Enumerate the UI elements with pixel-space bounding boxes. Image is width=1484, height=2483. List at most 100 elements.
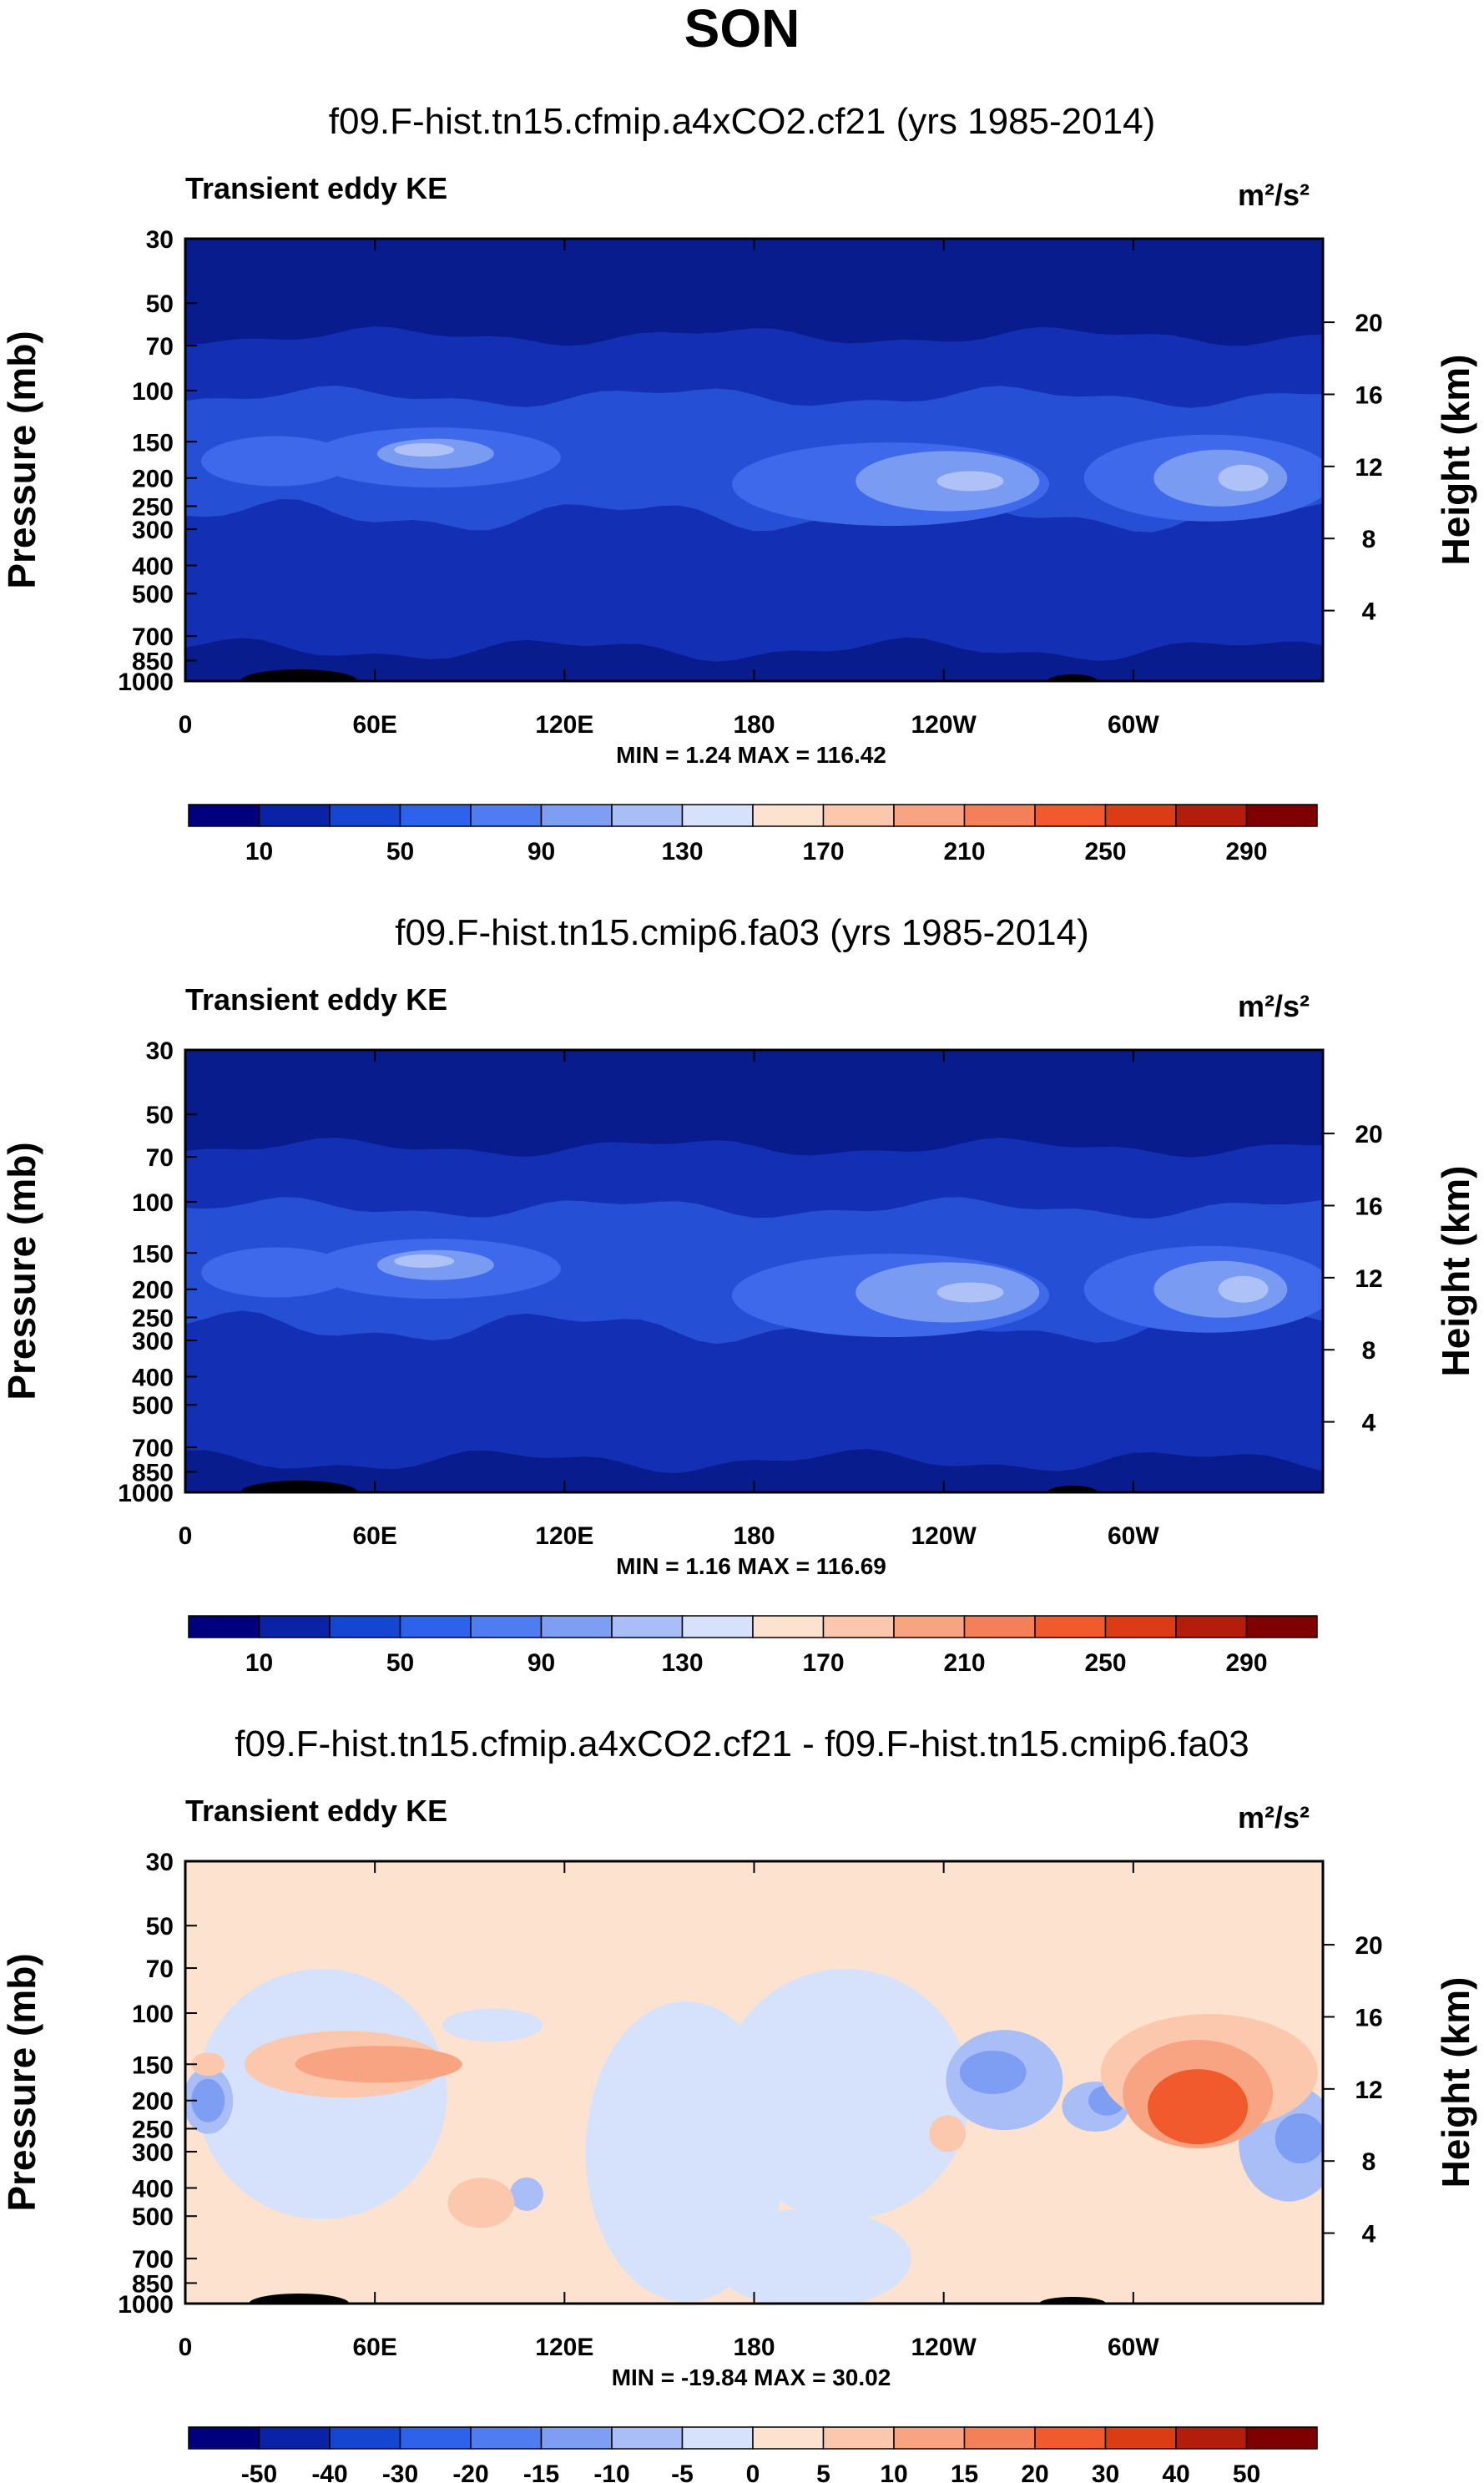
y-tick-label: 850	[132, 648, 174, 675]
y2-tick-label: 16	[1355, 1193, 1382, 1220]
x-tick-label: 0	[179, 1522, 193, 1550]
colorbar-swatch	[893, 2426, 966, 2450]
chart-panel-1: f09.F-hist.tn15.cfmip.a4xCO2.cf21 (yrs 1…	[0, 101, 1477, 866]
colorbar-swatch	[1175, 1615, 1248, 1638]
y-tick-label: 70	[146, 333, 174, 361]
colorbar-label: 130	[661, 1649, 703, 1677]
chart-title: f09.F-hist.tn15.cfmip.a4xCO2.cf21 - f09.…	[235, 1723, 1249, 1764]
colorbar-swatch	[540, 2426, 613, 2450]
y2-tick-label: 4	[1362, 1410, 1376, 1437]
y-tick-label: 200	[132, 2088, 174, 2116]
y-tick-label: 50	[146, 1102, 174, 1129]
colorbar-swatch	[963, 2426, 1036, 2450]
y2-axis-label: Height (km)	[1434, 355, 1477, 566]
colorbar-label: 290	[1225, 1649, 1267, 1677]
x-tick-label: 120W	[911, 2334, 977, 2361]
y-tick-label: 150	[132, 1240, 174, 1268]
y-tick-label: 400	[132, 2176, 174, 2203]
x-tick-label: 60W	[1108, 1522, 1159, 1550]
y-tick-label: 200	[132, 466, 174, 493]
chart-title: f09.F-hist.tn15.cfmip.a4xCO2.cf21 (yrs 1…	[329, 101, 1155, 142]
contour-band	[185, 1310, 1323, 1492]
min-max-stats: MIN = 1.24 MAX = 116.42	[616, 742, 886, 768]
colorbar-swatch	[611, 804, 684, 827]
colorbar-label: 250	[1084, 1649, 1126, 1677]
colorbar-swatch	[188, 2426, 260, 2450]
chart-panel-3: f09.F-hist.tn15.cfmip.a4xCO2.cf21 - f09.…	[0, 1723, 1477, 2483]
colorbar-swatch	[1034, 1615, 1107, 1638]
y-tick-label: 300	[132, 1328, 174, 1355]
y-tick-label: 100	[132, 1189, 174, 1217]
y-tick-label: 850	[132, 2270, 174, 2298]
jet-core	[201, 1247, 352, 1298]
colorbar-label: 10	[245, 1649, 273, 1677]
y2-tick-label: 4	[1362, 598, 1376, 626]
x-tick-label: 60E	[352, 1522, 396, 1550]
colorbar-label: -5	[671, 2460, 694, 2483]
colorbar-swatch	[1104, 804, 1177, 827]
colorbar-swatch	[822, 1615, 895, 1638]
colorbar-swatch	[963, 1615, 1036, 1638]
x-tick-label: 120E	[535, 1522, 593, 1550]
min-max-stats: MIN = -19.84 MAX = 30.02	[612, 2364, 891, 2390]
anomaly-region	[447, 2178, 515, 2228]
y2-tick-label: 8	[1362, 2148, 1376, 2176]
contour-field	[185, 1861, 1323, 2304]
y-tick-label: 700	[132, 623, 174, 651]
anomaly-region	[442, 2008, 543, 2042]
units-label: m²/s²	[1238, 178, 1310, 212]
y2-tick-label: 12	[1355, 1265, 1382, 1293]
colorbar-swatch	[681, 1615, 754, 1638]
colorbar-swatch	[1104, 2426, 1177, 2450]
colorbar-label: 10	[880, 2460, 907, 2483]
min-max-stats: MIN = 1.16 MAX = 116.69	[616, 1553, 886, 1579]
colorbar-label: -15	[523, 2460, 559, 2483]
y-tick-label: 700	[132, 2246, 174, 2274]
colorbar-swatch	[470, 804, 543, 827]
y-tick-label: 400	[132, 1365, 174, 1392]
field-label: Transient eddy KE	[185, 1794, 447, 1828]
colorbar-label: 250	[1084, 838, 1126, 866]
anomaly-max	[1148, 2069, 1249, 2145]
colorbar-label: 90	[527, 838, 555, 866]
topography	[1039, 2297, 1107, 2304]
colorbar-label: 50	[1233, 2460, 1260, 2483]
colorbar-label: -50	[241, 2460, 277, 2483]
y-axis-label: Pressure (mb)	[0, 331, 43, 588]
jet-core	[394, 443, 455, 457]
x-tick-label: 120W	[911, 711, 977, 739]
y2-tick-label: 12	[1355, 2077, 1382, 2104]
colorbar-swatch	[258, 2426, 331, 2450]
x-tick-label: 60W	[1108, 2334, 1159, 2361]
x-tick-label: 180	[733, 1522, 775, 1550]
colorbar-swatch	[399, 1615, 472, 1638]
colorbar-swatch	[540, 804, 613, 827]
units-label: m²/s²	[1238, 1800, 1310, 1834]
y-axis-label: Pressure (mb)	[0, 1953, 43, 2211]
colorbar-label: 10	[245, 838, 273, 866]
colorbar-swatch	[470, 1615, 543, 1638]
colorbar-label: 5	[816, 2460, 830, 2483]
y2-tick-label: 8	[1362, 526, 1376, 553]
contour-field	[185, 1050, 1323, 1492]
colorbar-swatch	[470, 2426, 543, 2450]
colorbar-swatch	[752, 2426, 825, 2450]
colorbar-swatch	[399, 804, 472, 827]
y-tick-label: 200	[132, 1277, 174, 1305]
colorbar-swatch	[611, 2426, 684, 2450]
y-tick-label: 1000	[118, 1480, 174, 1507]
colorbar-swatch	[752, 804, 825, 827]
x-tick-label: 180	[733, 2334, 775, 2361]
colorbar-label: 20	[1021, 2460, 1048, 2483]
colorbar-label: 50	[386, 1649, 414, 1677]
y-tick-label: 250	[132, 493, 174, 521]
y2-tick-label: 16	[1355, 381, 1382, 409]
jet-core	[936, 471, 1004, 492]
colorbar-label: 15	[951, 2460, 978, 2483]
colorbar-swatch	[1245, 1615, 1318, 1638]
colorbar-swatch	[822, 804, 895, 827]
anomaly-region	[191, 2052, 225, 2077]
y-tick-label: 150	[132, 429, 174, 457]
colorbar-swatch	[329, 1615, 401, 1638]
jet-core	[394, 1254, 455, 1269]
